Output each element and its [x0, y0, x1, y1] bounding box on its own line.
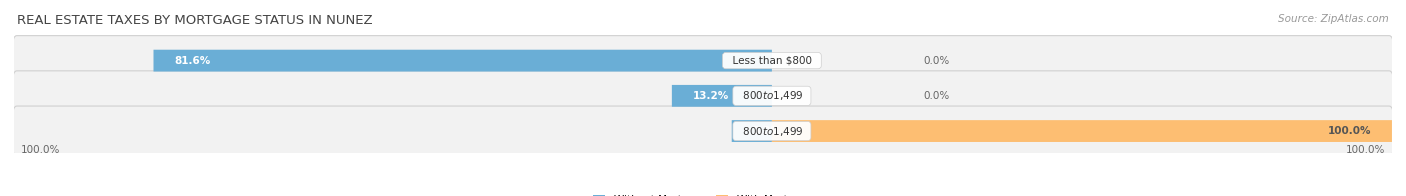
Text: 0.0%: 0.0% [924, 91, 949, 101]
Text: Source: ZipAtlas.com: Source: ZipAtlas.com [1278, 14, 1389, 24]
Text: 0.0%: 0.0% [924, 56, 949, 66]
FancyBboxPatch shape [731, 120, 772, 142]
FancyBboxPatch shape [153, 50, 772, 72]
Text: REAL ESTATE TAXES BY MORTGAGE STATUS IN NUNEZ: REAL ESTATE TAXES BY MORTGAGE STATUS IN … [17, 14, 373, 27]
Text: 13.2%: 13.2% [693, 91, 728, 101]
Text: $800 to $1,499: $800 to $1,499 [735, 124, 808, 138]
FancyBboxPatch shape [772, 120, 1392, 142]
Text: Less than $800: Less than $800 [725, 56, 818, 66]
Text: 5.3%: 5.3% [752, 126, 782, 136]
FancyBboxPatch shape [672, 85, 772, 107]
Text: 100.0%: 100.0% [1346, 145, 1385, 155]
Text: 100.0%: 100.0% [21, 145, 60, 155]
Text: $800 to $1,499: $800 to $1,499 [735, 89, 808, 102]
FancyBboxPatch shape [13, 36, 1393, 86]
FancyBboxPatch shape [13, 106, 1393, 156]
FancyBboxPatch shape [13, 71, 1393, 121]
Legend: Without Mortgage, With Mortgage: Without Mortgage, With Mortgage [589, 191, 817, 196]
Text: 100.0%: 100.0% [1327, 126, 1371, 136]
Text: 81.6%: 81.6% [174, 56, 211, 66]
